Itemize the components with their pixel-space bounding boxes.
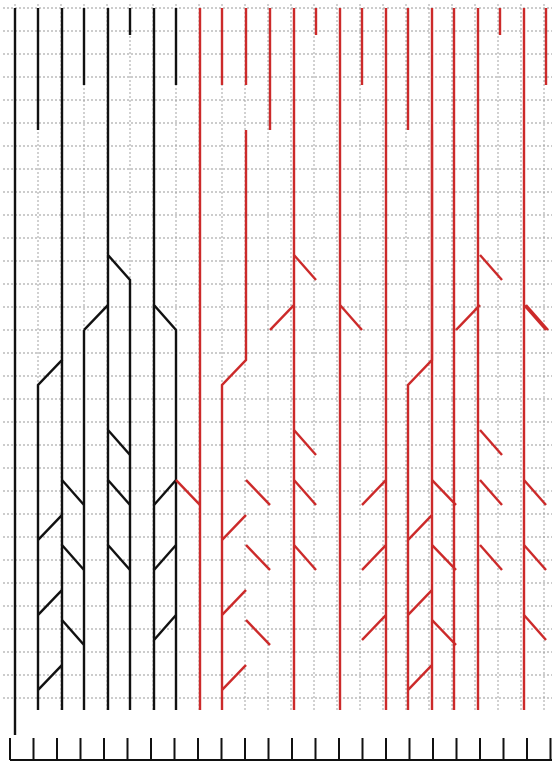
motif-1-line — [107, 479, 131, 506]
motif-2-line — [339, 304, 363, 331]
motif-1-line — [37, 514, 63, 541]
motif-2-line — [361, 614, 387, 641]
motif-1-line — [106, 8, 132, 710]
black-motif-lines — [13, 8, 178, 735]
motif-1-line — [153, 544, 177, 571]
motif-2-line — [221, 589, 247, 616]
motif-1-line — [61, 479, 85, 506]
motif-2-line — [245, 479, 271, 506]
motif-1-line — [107, 429, 131, 456]
motif-2-line — [293, 544, 317, 571]
motif-2-line — [523, 304, 547, 331]
motif-1-line — [83, 304, 109, 331]
motif-2-line — [407, 514, 433, 541]
motif-2-line — [431, 619, 457, 646]
motif-1-line — [153, 614, 177, 641]
motif-1-line — [153, 479, 177, 506]
motif-2-line — [523, 614, 547, 641]
motif-2-line — [407, 664, 433, 691]
motif-2-line — [431, 479, 457, 506]
motif-1-line — [61, 619, 85, 646]
motif-1-line — [107, 544, 131, 571]
motif-2-line — [221, 664, 247, 691]
motif-2-line — [479, 479, 503, 506]
motif-1-line — [61, 544, 85, 571]
motif-2-line — [431, 544, 457, 571]
motif-2-line — [245, 619, 271, 646]
motif-2-line — [220, 130, 248, 710]
motif-2-line — [361, 544, 387, 571]
red-motif-lines — [175, 8, 549, 710]
motif-1-line — [37, 589, 63, 616]
motif-2-line — [525, 304, 549, 331]
motif-2-line — [221, 514, 247, 541]
motif-2-line — [293, 429, 317, 456]
motif-2-line — [293, 254, 317, 281]
motif-1-line — [37, 664, 63, 691]
motif-2-line — [175, 479, 201, 506]
motif-1-line — [152, 8, 178, 710]
motif-2-line — [407, 589, 433, 616]
motif-2-line — [523, 479, 547, 506]
motif-2-line — [406, 130, 434, 710]
bottom-comb — [9, 738, 552, 761]
motif-2-line — [479, 544, 503, 571]
motif-2-line — [523, 544, 547, 571]
motif-2-line — [455, 304, 481, 331]
motif-2-line — [245, 544, 271, 571]
motif-2-line — [479, 429, 503, 456]
motif-2-line — [269, 304, 295, 331]
motif-2-line — [293, 479, 317, 506]
motif-2-line — [361, 479, 387, 506]
motif-1-line — [36, 8, 64, 710]
motif-2-line — [479, 254, 503, 281]
